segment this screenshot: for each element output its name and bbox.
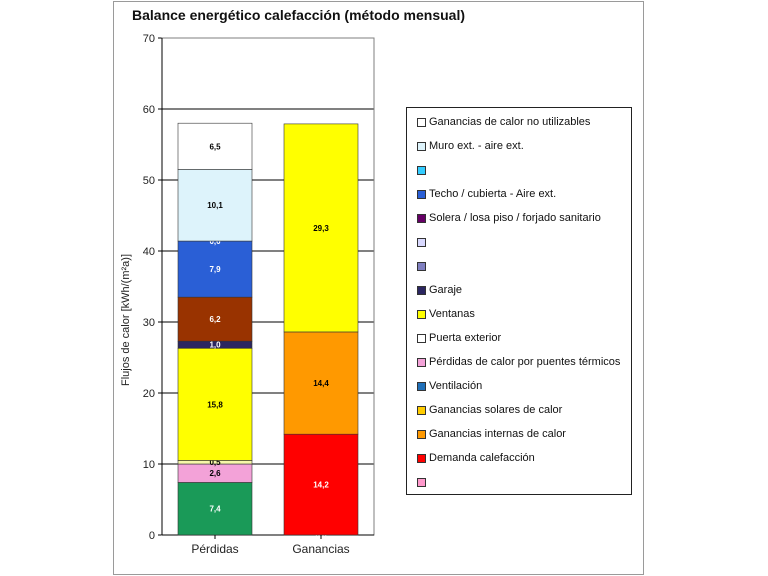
y-tick-label: 50 [143,175,155,187]
legend-swatch [417,429,426,439]
legend-swatch [417,189,426,199]
legend-label: Ganancias solares de calor [429,404,563,416]
bar-segment [283,331,359,435]
legend-swatch [417,237,426,247]
legend-entry: Ganancias de calor no utilizables [417,114,590,130]
legend-swatch [417,477,426,487]
legend-swatch [417,453,426,463]
data-label: 29,3 [313,224,329,233]
y-tick-label: 60 [143,104,155,116]
bar-segment [283,433,359,536]
legend-label: Pérdidas de calor por puentes térmicos [429,356,621,368]
legend-label: Solera / losa piso / forjado sanitario [429,212,601,224]
data-label: 0,0 [209,237,221,246]
legend-label: Muro ext. - aire ext. [429,140,524,152]
legend-swatch [417,333,426,343]
legend-label: Puerta exterior [429,332,502,344]
legend-swatch [417,357,426,367]
data-label: 14,4 [313,379,329,388]
legend-entry: Muro ext. - aire ext. [417,138,524,154]
legend-entry: Ventilación [417,378,482,394]
data-label: 6,2 [209,315,221,324]
data-label: 0,5 [209,458,221,467]
legend-entry: Ganancias internas de calor [417,426,566,442]
legend-entry: Garaje [417,282,462,298]
y-tick-label: 30 [143,317,155,329]
bar-segment [177,482,253,536]
legend-entry [417,474,429,490]
legend-swatch [417,261,426,271]
legend-entry: Ganancias solares de calor [417,402,562,418]
bar-segment [177,240,253,298]
legend-entry [417,234,429,250]
legend-swatch [417,381,426,391]
legend-entry: Ventanas [417,306,475,322]
legend-label: Garaje [429,284,463,296]
x-tick-label: Pérdidas [191,542,238,556]
data-label: 15,8 [207,400,223,409]
legend-swatch [417,141,426,151]
legend-entry: Pérdidas de calor por puentes térmicos [417,354,620,370]
legend-swatch [417,405,426,415]
legend-label: Ganancias de calor no utilizables [429,116,591,128]
y-tick-label: 70 [143,33,155,45]
legend-label: Ganancias internas de calor [429,428,566,440]
data-label: 10,1 [207,201,223,210]
bar-segment [177,347,253,461]
legend-swatch [417,213,426,223]
x-tick-label: Ganancias [292,542,349,556]
legend-entry: Techo / cubierta - Aire ext. [417,186,556,202]
legend-swatch [417,285,426,295]
legend-label: Demanda calefacción [429,452,535,464]
legend-entry [417,258,429,274]
bar-segment [177,169,253,242]
y-tick-label: 0 [149,530,155,542]
bar-segment [177,296,253,342]
legend-swatch [417,165,426,175]
data-label: 14,2 [313,481,329,490]
data-label: 2,6 [209,469,221,478]
data-label: 7,4 [209,505,221,514]
legend-swatch [417,309,426,319]
data-label: 6,5 [209,142,221,151]
y-tick-label: 40 [143,246,155,258]
legend-entry: Solera / losa piso / forjado sanitario [417,210,601,226]
chart-title: Balance energético calefacción (método m… [132,7,465,23]
data-label: 1,0 [209,341,221,350]
bar-segment [177,122,253,170]
bar-segment [283,123,359,333]
y-tick-label: 10 [143,459,155,471]
legend-label: Techo / cubierta - Aire ext. [429,188,557,200]
legend-entry [417,162,429,178]
data-label: 7,9 [209,265,221,274]
legend-label: Ventanas [429,308,475,320]
y-tick-label: 20 [143,388,155,400]
legend-entry: Puerta exterior [417,330,501,346]
legend-swatch [417,117,426,127]
legend-label: Ventilación [429,380,483,392]
chart-legend: Ganancias de calor no utilizables Muro ex… [406,107,632,495]
legend-entry: Demanda calefacción [417,450,535,466]
